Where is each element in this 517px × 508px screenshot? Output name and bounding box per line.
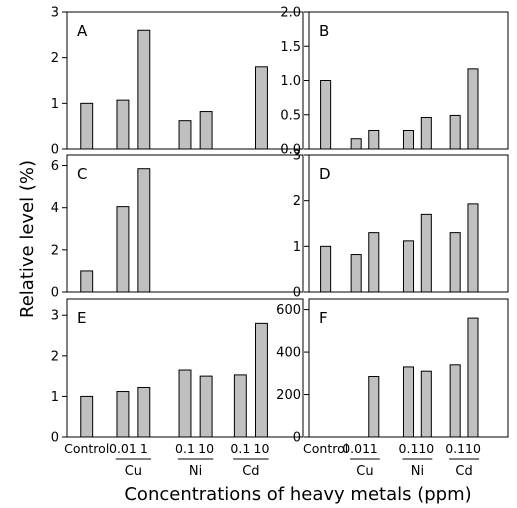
bar-cu-1 bbox=[137, 168, 151, 293]
category-label: 10 bbox=[198, 441, 214, 456]
bar-cu-1 bbox=[137, 386, 151, 438]
y-tick-label: 3 bbox=[51, 309, 59, 324]
panel-letter: B bbox=[319, 22, 329, 40]
bar-cd-10 bbox=[467, 68, 479, 150]
bar-ni-10 bbox=[420, 370, 432, 438]
y-tick-label: 4 bbox=[51, 201, 59, 216]
y-tick-label: 0 bbox=[293, 286, 301, 301]
y-tick-label: 0 bbox=[51, 143, 59, 158]
y-tick-label: 1 bbox=[51, 390, 59, 405]
bar-cu-0-01 bbox=[116, 206, 130, 293]
y-tick-label: 3 bbox=[51, 6, 59, 21]
bar-control bbox=[320, 80, 332, 150]
panel-letter: C bbox=[77, 165, 87, 183]
bar-control bbox=[80, 270, 94, 293]
bar-cd-0-1 bbox=[449, 364, 461, 438]
panel-B: B 0.0 0.5 1.0 1.5 2.0 bbox=[280, 6, 509, 158]
y-tick-label: 0 bbox=[293, 431, 301, 446]
bar-cu-0-01 bbox=[116, 391, 130, 438]
bar-cu-1 bbox=[368, 375, 380, 438]
bar-cu-1 bbox=[368, 130, 380, 150]
y-tick-label: 1.5 bbox=[280, 40, 301, 55]
y-axis-label: Relative level (%) bbox=[17, 160, 38, 318]
bar-cd-10 bbox=[255, 322, 268, 438]
y-tick-label: 2 bbox=[51, 243, 59, 258]
bar-cu-0-01 bbox=[350, 138, 362, 150]
category-label: Control bbox=[303, 441, 348, 456]
y-tick-label: 1 bbox=[51, 97, 59, 112]
panel-letter: E bbox=[77, 309, 86, 327]
bar-cu-0-01 bbox=[350, 254, 362, 293]
category-label: 0.01 bbox=[109, 441, 137, 456]
category-label: 1 bbox=[370, 441, 378, 456]
y-tick-label: 200 bbox=[276, 388, 301, 403]
group-label: Cu bbox=[125, 464, 142, 479]
bar-cu-1 bbox=[368, 232, 380, 293]
panels: A 0 1 2 3 B 0.0 0.5 1.0 1.5 2.0 C 0 2 4 6 D 0 1 2 3 E 0 1 2 3 Cont… bbox=[51, 6, 509, 479]
panel-D: D 0 1 2 3 bbox=[293, 149, 509, 301]
bar-cd-0-1 bbox=[449, 114, 461, 150]
y-tick-label: 0.0 bbox=[280, 143, 301, 158]
category-label: 10 bbox=[254, 441, 270, 456]
bar-control bbox=[80, 102, 94, 150]
y-tick-label: 2.0 bbox=[280, 6, 301, 21]
bar-control bbox=[80, 395, 94, 438]
bar-ni-10 bbox=[420, 116, 432, 150]
panel-letter: A bbox=[77, 22, 88, 40]
group-label: Cu bbox=[356, 464, 373, 479]
bar-control bbox=[320, 245, 332, 293]
y-tick-label: 3 bbox=[293, 149, 301, 164]
bar-ni-10 bbox=[199, 375, 213, 438]
category-label: 10 bbox=[418, 441, 434, 456]
bar-ni-0-1 bbox=[178, 120, 192, 150]
category-label: 10 bbox=[465, 441, 481, 456]
panel-letter: F bbox=[319, 309, 328, 327]
bar-ni-0-1 bbox=[178, 369, 192, 438]
bar-cd-10 bbox=[467, 317, 479, 438]
category-label: 0.1 bbox=[399, 441, 419, 456]
y-tick-label: 6 bbox=[51, 159, 59, 174]
bar-cd-10 bbox=[255, 66, 268, 150]
panel-letter: D bbox=[319, 165, 331, 183]
bar-cu-1 bbox=[137, 29, 151, 150]
panel-C: C 0 2 4 6 bbox=[51, 154, 304, 301]
y-tick-label: 2 bbox=[51, 51, 59, 66]
bar-cd-0-1 bbox=[233, 374, 247, 438]
y-tick-label: 0.5 bbox=[280, 108, 301, 123]
x-axis-label: Concentrations of heavy metals (ppm) bbox=[124, 484, 471, 505]
plot-frame bbox=[66, 154, 304, 293]
y-tick-label: 2 bbox=[51, 349, 59, 364]
y-tick-label: 1 bbox=[293, 240, 301, 255]
y-tick-label: 600 bbox=[276, 303, 301, 318]
bar-ni-0-1 bbox=[402, 366, 415, 438]
category-label: 0.01 bbox=[342, 441, 370, 456]
category-label: Control bbox=[64, 441, 109, 456]
group-label: Cd bbox=[242, 464, 259, 479]
bar-cu-0-01 bbox=[116, 99, 130, 150]
y-tick-label: 0 bbox=[51, 286, 59, 301]
bar-ni-0-1 bbox=[402, 130, 415, 150]
group-label: Ni bbox=[189, 464, 202, 479]
group-label: Cd bbox=[455, 464, 472, 479]
category-label: 0.1 bbox=[230, 441, 250, 456]
category-label: 0.1 bbox=[175, 441, 195, 456]
bar-ni-10 bbox=[420, 213, 432, 293]
bar-cd-10 bbox=[467, 203, 479, 293]
bar-ni-10 bbox=[199, 111, 213, 150]
y-tick-label: 2 bbox=[293, 194, 301, 209]
bar-ni-0-1 bbox=[402, 240, 415, 293]
y-tick-label: 0 bbox=[51, 431, 59, 446]
category-label: 0.1 bbox=[445, 441, 465, 456]
category-label: 1 bbox=[140, 441, 148, 456]
y-tick-label: 1.0 bbox=[280, 74, 301, 89]
y-tick-label: 400 bbox=[276, 346, 301, 361]
bar-cd-0-1 bbox=[449, 232, 461, 293]
group-label: Ni bbox=[411, 464, 424, 479]
panel-A: A 0 1 2 3 bbox=[51, 6, 304, 158]
